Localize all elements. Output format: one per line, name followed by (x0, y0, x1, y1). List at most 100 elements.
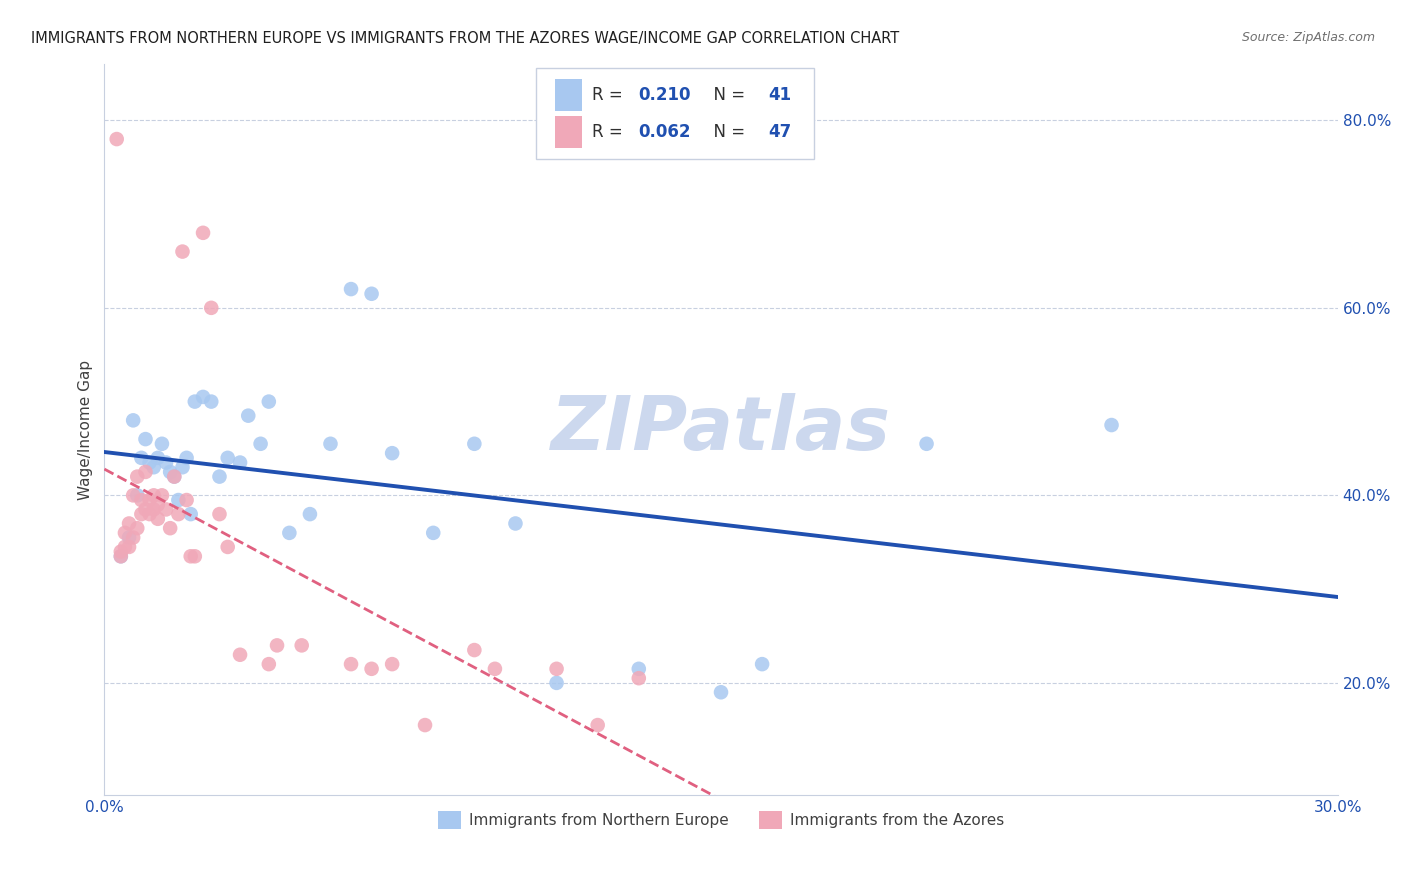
Point (142, 488, 165, 502)
Point (163, 469, 186, 483)
Point (751, 657, 773, 672)
Legend: Immigrants from Northern Europe, Immigrants from the Azores: Immigrants from Northern Europe, Immigra… (432, 805, 1010, 835)
Point (114, 525, 136, 540)
FancyBboxPatch shape (554, 116, 582, 148)
Point (200, 301, 222, 315)
Text: R =: R = (592, 123, 627, 141)
Text: R =: R = (592, 86, 627, 103)
Point (298, 507, 321, 521)
Point (340, 657, 363, 672)
Point (146, 450, 169, 465)
Text: 0.210: 0.210 (638, 86, 690, 103)
Point (249, 437, 271, 451)
Point (122, 413, 145, 427)
Text: 41: 41 (768, 86, 792, 103)
Point (138, 493, 160, 508)
Point (184, 549, 207, 564)
Point (131, 507, 153, 521)
Point (217, 540, 239, 554)
Point (463, 437, 485, 451)
Point (176, 493, 198, 508)
Point (208, 469, 231, 483)
Point (127, 521, 149, 535)
Text: IMMIGRANTS FROM NORTHERN EUROPE VS IMMIGRANTS FROM THE AZORES WAGE/INCOME GAP CO: IMMIGRANTS FROM NORTHERN EUROPE VS IMMIG… (31, 31, 900, 46)
Point (142, 502, 165, 516)
Point (238, 409, 260, 423)
Point (915, 437, 938, 451)
Point (118, 540, 141, 554)
Point (134, 465, 156, 479)
Point (122, 531, 145, 545)
Point (463, 643, 485, 657)
Point (1101, 418, 1123, 433)
Point (180, 549, 202, 564)
Point (155, 456, 177, 470)
Text: 47: 47 (768, 123, 792, 141)
Point (122, 488, 145, 502)
Point (200, 394, 222, 409)
Point (291, 639, 314, 653)
FancyBboxPatch shape (554, 78, 582, 111)
Point (381, 657, 404, 672)
Point (131, 493, 153, 508)
Point (127, 469, 149, 483)
Point (340, 282, 363, 296)
Point (159, 521, 181, 535)
Text: ZIPatlas: ZIPatlas (551, 393, 891, 467)
Point (167, 507, 190, 521)
Point (110, 549, 132, 564)
Point (138, 507, 160, 521)
Point (208, 507, 231, 521)
Point (110, 549, 132, 564)
Point (184, 394, 207, 409)
Point (159, 465, 181, 479)
Point (191, 226, 214, 240)
Point (381, 446, 404, 460)
Point (142, 460, 165, 475)
Point (546, 676, 568, 690)
Point (229, 456, 252, 470)
Text: N =: N = (703, 86, 749, 103)
Point (131, 450, 153, 465)
Y-axis label: Wage/Income Gap: Wage/Income Gap (79, 359, 93, 500)
Point (229, 648, 252, 662)
Point (180, 507, 202, 521)
Point (167, 493, 190, 508)
Point (360, 662, 382, 676)
Point (172, 244, 194, 259)
Point (134, 502, 156, 516)
Point (118, 516, 141, 531)
Point (217, 450, 239, 465)
Point (413, 718, 436, 732)
Point (360, 286, 382, 301)
Point (163, 469, 186, 483)
Point (505, 516, 527, 531)
Point (710, 685, 733, 699)
Point (155, 502, 177, 516)
Point (546, 662, 568, 676)
Point (422, 525, 444, 540)
Point (176, 450, 198, 465)
Point (191, 390, 214, 404)
Point (172, 460, 194, 475)
Text: Source: ZipAtlas.com: Source: ZipAtlas.com (1241, 31, 1375, 45)
Point (118, 531, 141, 545)
Point (266, 639, 288, 653)
Point (146, 512, 169, 526)
Point (127, 488, 149, 502)
Point (105, 132, 128, 146)
Point (110, 544, 132, 558)
Point (484, 662, 506, 676)
Point (319, 437, 342, 451)
Point (150, 488, 173, 502)
Point (134, 432, 156, 446)
Point (146, 498, 169, 512)
Point (150, 437, 173, 451)
Point (138, 456, 160, 470)
Point (586, 718, 609, 732)
Point (257, 657, 280, 672)
Text: 0.062: 0.062 (638, 123, 690, 141)
Point (114, 540, 136, 554)
Point (627, 662, 650, 676)
Text: N =: N = (703, 123, 749, 141)
